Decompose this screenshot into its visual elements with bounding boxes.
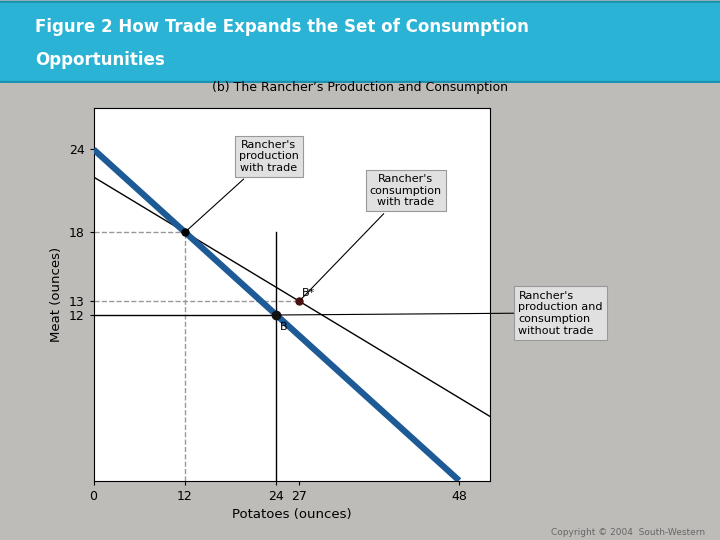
Text: Rancher's
consumption
with trade: Rancher's consumption with trade: [301, 174, 442, 299]
FancyBboxPatch shape: [0, 2, 720, 82]
X-axis label: Potatoes (ounces): Potatoes (ounces): [232, 508, 351, 521]
Text: Rancher's
production and
consumption
without trade: Rancher's production and consumption wit…: [518, 291, 603, 335]
Text: B: B: [279, 322, 287, 332]
Text: Figure 2 How Trade Expands the Set of Consumption: Figure 2 How Trade Expands the Set of Co…: [35, 18, 529, 36]
Y-axis label: Meat (ounces): Meat (ounces): [50, 247, 63, 342]
Text: B*: B*: [302, 288, 315, 299]
Text: Copyright © 2004  South-Western: Copyright © 2004 South-Western: [552, 528, 706, 537]
Text: Opportunities: Opportunities: [35, 51, 165, 69]
Text: (b) The Rancher’s Production and Consumption: (b) The Rancher’s Production and Consump…: [212, 82, 508, 94]
Text: Rancher's
production
with trade: Rancher's production with trade: [187, 140, 299, 231]
